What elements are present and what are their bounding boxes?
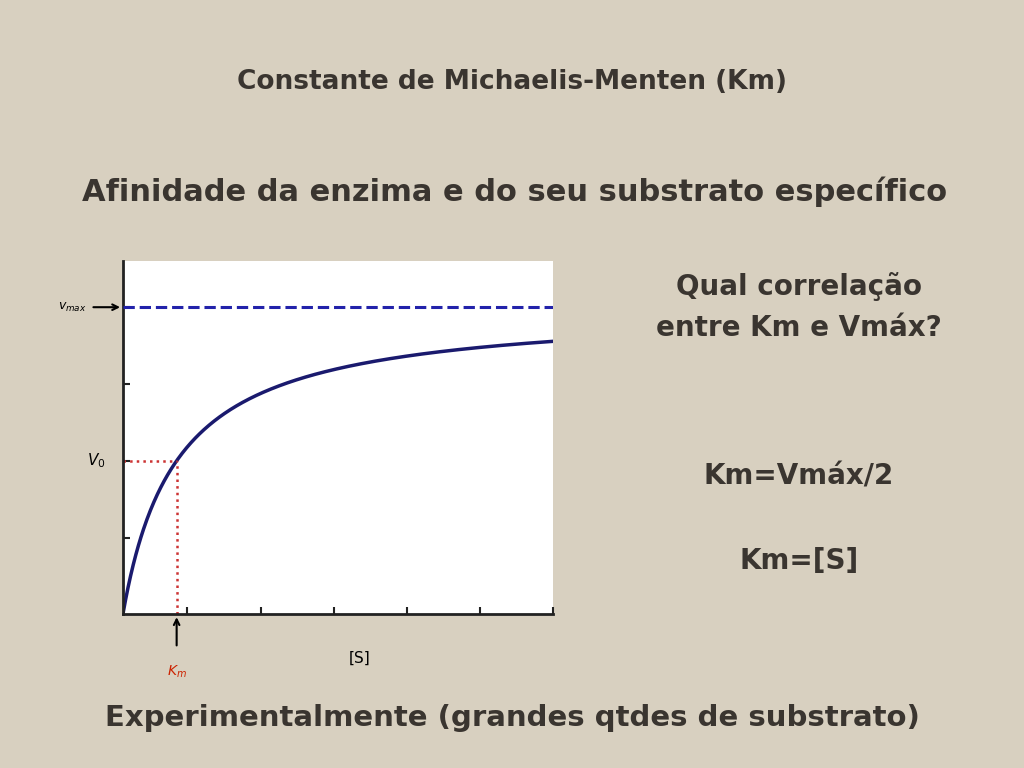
Text: Km=[S]: Km=[S]: [739, 547, 858, 574]
Text: $K_m$: $K_m$: [167, 664, 186, 680]
Text: Km=Vmáx/2: Km=Vmáx/2: [703, 462, 894, 490]
Text: Afinidade da enzima e do seu substrato específico: Afinidade da enzima e do seu substrato e…: [82, 177, 947, 207]
Text: $V_0$: $V_0$: [87, 452, 105, 470]
Text: Qual correlação
entre Km e Vmáx?: Qual correlação entre Km e Vmáx?: [655, 272, 942, 343]
Text: Experimentalmente (grandes qtdes de substrato): Experimentalmente (grandes qtdes de subs…: [104, 704, 920, 732]
Text: $\mathit{v}_{max}$: $\mathit{v}_{max}$: [57, 300, 86, 314]
Text: Constante de Michaelis-Menten (Km): Constante de Michaelis-Menten (Km): [237, 69, 787, 95]
Text: [S]: [S]: [348, 651, 371, 667]
